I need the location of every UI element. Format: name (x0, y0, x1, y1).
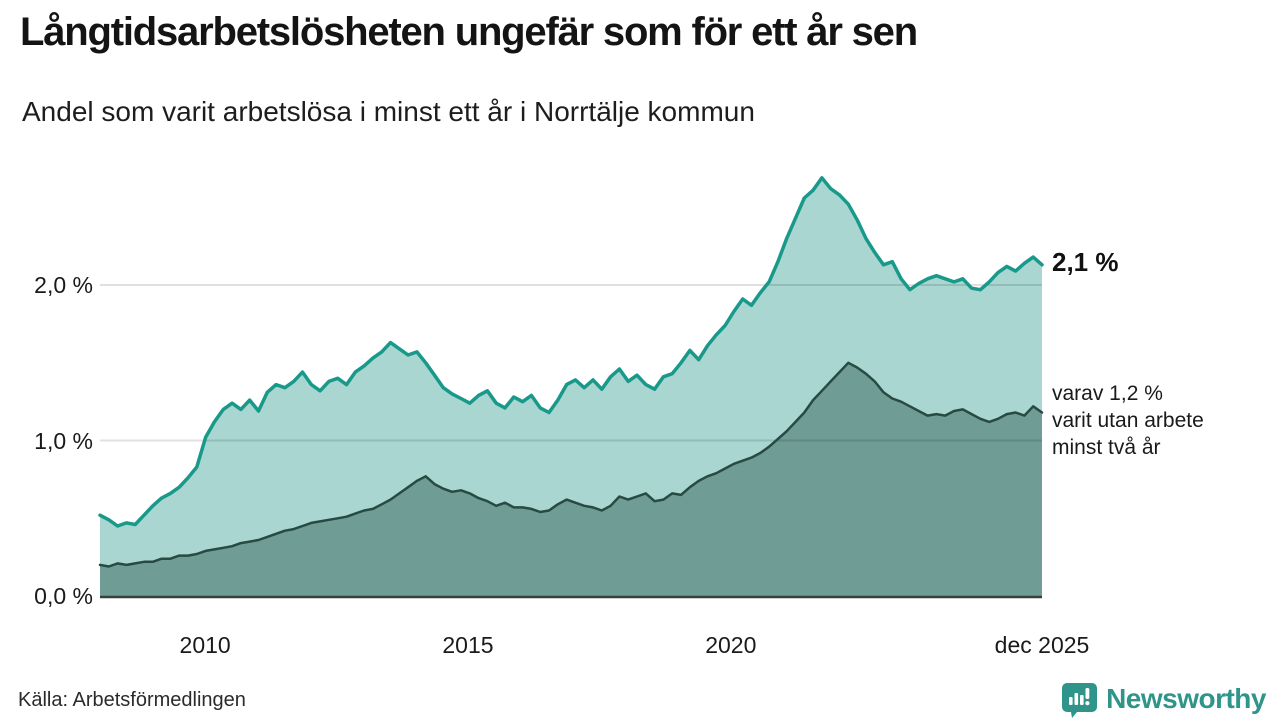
secondary-series-annotation: varav 1,2 % varit utan arbete minst två … (1052, 380, 1204, 461)
newsworthy-logo-icon (1061, 680, 1098, 718)
newsworthy-brand: Newsworthy (1061, 680, 1266, 718)
x-axis-tick-label: 2010 (179, 632, 231, 658)
x-axis-tick-label: dec 2025 (994, 632, 1090, 658)
chart-subtitle: Andel som varit arbetslösa i minst ett å… (22, 96, 755, 127)
y-axis-tick-label: 0,0 % (34, 583, 93, 609)
x-axis-tick-label: 2020 (705, 632, 757, 658)
series-end-value-label: 2,1 % (1052, 247, 1119, 277)
annotation-line-3: minst två år (1052, 436, 1161, 459)
area-fill-two-year-unemployed (100, 362, 1042, 596)
source-credit: Källa: Arbetsförmedlingen (18, 689, 246, 711)
annotation-line-1: varav 1,2 % (1052, 382, 1163, 405)
y-axis-tick-label: 1,0 % (34, 427, 93, 454)
newsworthy-wordmark: Newsworthy (1106, 683, 1266, 714)
line-total-unemployed (98, 176, 1044, 528)
y-axis-tick-label: 2,0 % (34, 272, 93, 299)
line-two-year-unemployed (98, 361, 1044, 568)
x-axis-tick-label: 2015 (442, 632, 494, 658)
annotation-line-2: varit utan arbete (1052, 409, 1204, 432)
chart-title: Långtidsarbetslösheten ungefär som för e… (20, 10, 918, 54)
